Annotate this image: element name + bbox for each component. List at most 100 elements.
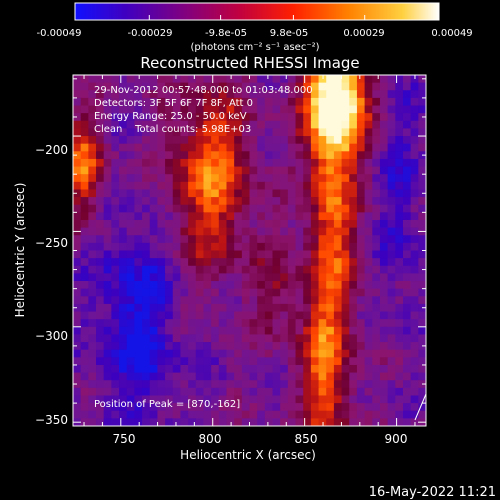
heatmap-cell xyxy=(88,387,97,397)
heatmap-cell xyxy=(103,250,112,259)
heatmap-cell xyxy=(349,113,358,122)
heatmap-cell xyxy=(387,349,396,358)
heatmap-cell xyxy=(203,410,212,419)
heatmap-cell xyxy=(249,410,258,419)
heatmap-cell xyxy=(356,273,366,282)
heatmap-cell xyxy=(372,288,381,297)
heatmap-cell xyxy=(303,75,312,84)
heatmap-cell xyxy=(341,242,350,252)
heatmap-cell xyxy=(372,342,381,351)
heatmap-cell xyxy=(226,395,235,404)
heatmap-cell xyxy=(280,181,289,191)
heatmap-cell xyxy=(157,189,166,198)
heatmap-cell xyxy=(318,105,327,114)
heatmap-cell xyxy=(364,326,373,336)
heatmap-cell xyxy=(387,303,396,313)
heatmap-cell xyxy=(402,181,412,191)
heatmap-cell xyxy=(364,136,373,145)
heatmap-cell xyxy=(349,349,358,358)
heatmap-cell xyxy=(188,250,197,259)
heatmap-cell xyxy=(119,250,128,259)
heatmap-cell xyxy=(326,174,335,183)
heatmap-cell xyxy=(234,281,243,290)
heatmap-cell xyxy=(318,174,327,183)
heatmap-cell xyxy=(149,75,159,84)
heatmap-cell xyxy=(96,212,105,221)
heatmap-cell xyxy=(111,212,120,221)
heatmap-cell xyxy=(387,151,396,160)
heatmap-cell xyxy=(280,403,289,412)
heatmap-cell xyxy=(272,349,281,358)
heatmap-cell xyxy=(264,113,274,122)
heatmap-cell xyxy=(395,97,404,107)
heatmap-cell xyxy=(249,258,258,267)
heatmap-cell xyxy=(80,197,89,206)
heatmap-cell xyxy=(264,197,274,206)
heatmap-cell xyxy=(126,395,135,404)
heatmap-cell xyxy=(356,372,366,381)
heatmap-cell xyxy=(73,334,82,343)
heatmap-cell xyxy=(119,219,128,229)
heatmap-cell xyxy=(287,82,297,91)
heatmap-cell xyxy=(364,197,373,206)
heatmap-cell xyxy=(318,219,327,229)
heatmap-cell xyxy=(88,90,97,99)
heatmap-cell xyxy=(195,204,205,213)
heatmap-cell xyxy=(264,181,274,191)
heatmap-cell xyxy=(149,136,159,145)
heatmap-cell xyxy=(103,288,112,297)
heatmap-cell xyxy=(180,235,189,244)
heatmap-cell xyxy=(295,82,304,91)
heatmap-cell xyxy=(195,410,205,419)
heatmap-cell xyxy=(333,158,343,168)
heatmap-cell xyxy=(257,303,266,313)
heatmap-cell xyxy=(126,105,135,114)
heatmap-cell xyxy=(211,235,220,244)
heatmap-cell xyxy=(249,204,258,213)
heatmap-cell xyxy=(402,136,412,145)
heatmap-cell xyxy=(203,296,212,305)
heatmap-cell xyxy=(126,219,135,229)
heatmap-cell xyxy=(349,342,358,351)
heatmap-cell xyxy=(310,105,320,114)
heatmap-cell xyxy=(88,97,97,107)
heatmap-cell xyxy=(226,219,235,229)
heatmap-cell xyxy=(180,113,189,122)
heatmap-cell xyxy=(172,288,182,297)
heatmap-cell xyxy=(249,242,258,252)
heatmap-cell xyxy=(272,357,281,366)
heatmap-cell xyxy=(410,181,419,191)
heatmap-cell xyxy=(410,250,419,259)
heatmap-cell xyxy=(280,212,289,221)
heatmap-cell xyxy=(80,380,89,389)
heatmap-cell xyxy=(241,311,251,320)
heatmap-cell xyxy=(249,273,258,282)
heatmap-cell xyxy=(165,364,174,374)
heatmap-cell xyxy=(364,372,373,381)
heatmap-cell xyxy=(310,158,320,168)
heatmap-cell xyxy=(341,212,350,221)
heatmap-cell xyxy=(111,90,120,99)
heatmap-cell xyxy=(73,288,82,297)
heatmap-cell xyxy=(73,143,82,152)
heatmap-cell xyxy=(88,113,97,122)
heatmap-cell xyxy=(395,90,404,99)
heatmap-cell xyxy=(134,90,143,99)
heatmap-cell xyxy=(188,387,197,397)
heatmap-cell xyxy=(264,418,274,426)
heatmap-cell xyxy=(341,418,350,426)
heatmap-cell xyxy=(134,120,143,130)
heatmap-cell xyxy=(188,151,197,160)
heatmap-cell xyxy=(387,166,396,175)
heatmap-cell xyxy=(119,212,128,221)
heatmap-cell xyxy=(234,410,243,419)
heatmap-cell xyxy=(73,151,82,160)
heatmap-cell xyxy=(188,105,197,114)
heatmap-cell xyxy=(287,113,297,122)
heatmap-cell xyxy=(379,403,389,412)
heatmap-cell xyxy=(96,158,105,168)
heatmap-cell xyxy=(111,242,120,252)
heatmap-cell xyxy=(103,265,112,274)
heatmap-cell xyxy=(134,158,143,168)
heatmap-cell xyxy=(111,372,120,381)
